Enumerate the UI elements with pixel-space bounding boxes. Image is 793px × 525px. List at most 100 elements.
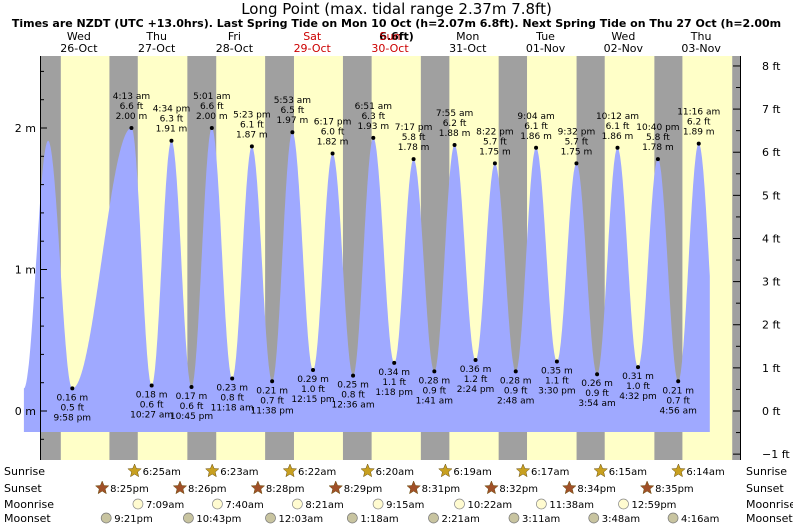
low-tide-time: 9:58 pm — [54, 413, 92, 423]
moonrise-icon — [372, 498, 384, 510]
high-tide-time: 6:17 pm — [314, 117, 352, 127]
low-tide-meters: 0.36 m — [460, 365, 492, 375]
right-tick-label: 3 ft — [762, 276, 781, 289]
moonset-time: 3:11am — [522, 514, 560, 525]
sunrise-icon — [671, 463, 686, 478]
high-tide-dot — [290, 130, 295, 135]
day-date: 31-Oct — [449, 42, 487, 55]
high-tide-feet: 5.8 ft — [402, 133, 426, 143]
day-date: 03-Nov — [681, 42, 721, 55]
sunset-time: 8:34pm — [577, 484, 616, 495]
moonset-time: 12:03am — [278, 514, 323, 525]
moonrise-icon — [618, 498, 629, 510]
low-tide-meters: 0.18 m — [136, 391, 168, 401]
high-tide-feet: 6.2 ft — [443, 119, 467, 129]
high-tide-dot — [129, 126, 134, 130]
tide-area — [23, 128, 710, 432]
sunrise-icon — [204, 463, 220, 478]
row-label-left: Moonrise — [4, 498, 54, 511]
day-date: 01-Nov — [526, 42, 566, 55]
low-tide-dot — [230, 376, 235, 381]
high-tide-meters: 1.78 m — [398, 143, 430, 153]
moonset-icon — [265, 512, 276, 524]
high-tide-meters: 1.86 m — [520, 132, 552, 142]
low-tide-time: 4:32 pm — [619, 392, 657, 402]
low-tide-feet: 0.6 ft — [180, 402, 204, 412]
high-tide-feet: 5.7 ft — [565, 137, 589, 147]
sunset-icon — [328, 480, 344, 495]
day-name: Mon — [456, 30, 479, 43]
sunrise-time: 6:14am — [686, 467, 724, 478]
sunrise-icon — [515, 463, 531, 478]
row-label-right: Moonrise — [746, 498, 793, 511]
high-tide-time: 5:01 am — [193, 92, 230, 102]
low-tide-time: 2:48 am — [497, 396, 534, 406]
low-tide-meters: 0.23 m — [216, 383, 248, 393]
high-tide-time: 9:32 pm — [558, 127, 596, 137]
low-tide-meters: 0.26 m — [581, 379, 613, 389]
moonset-time: 4:16am — [681, 514, 719, 525]
low-tide-dot — [473, 358, 478, 363]
high-tide-meters: 1.87 m — [236, 130, 268, 140]
low-tide-dot — [392, 360, 397, 365]
left-tick-label: 0 m — [15, 405, 36, 418]
high-tide-dot — [655, 157, 660, 162]
high-tide-feet: 6.6 ft — [200, 102, 224, 112]
day-name: Tue — [535, 30, 555, 43]
low-tide-dot — [636, 365, 641, 370]
high-tide-dot — [330, 151, 335, 156]
sunset-time: 8:32pm — [499, 484, 538, 495]
right-axis-line — [740, 56, 741, 460]
high-tide-dot — [696, 141, 701, 146]
high-tide-dot — [209, 126, 214, 130]
night-band — [732, 56, 740, 460]
day-date: 28-Oct — [216, 42, 254, 55]
sunset-icon — [250, 480, 266, 495]
sunset-time: 8:31pm — [422, 484, 461, 495]
high-tide-time: 8:22 pm — [476, 127, 514, 137]
high-tide-dot — [492, 161, 497, 166]
high-tide-feet: 6.6 ft — [120, 102, 144, 112]
sunrise-time: 6:25am — [143, 467, 181, 478]
day-name: Sat — [303, 30, 322, 43]
low-tide-dot — [270, 379, 275, 384]
sunset-icon — [639, 480, 655, 495]
right-tick-label: 0 ft — [762, 405, 781, 418]
low-tide-feet: 1.1 ft — [545, 376, 569, 386]
moonset-time: 3:48am — [602, 514, 640, 525]
row-label-right: Sunrise — [746, 465, 787, 478]
sunrise-time: 6:15am — [609, 467, 647, 478]
low-tide-meters: 0.21 m — [662, 386, 694, 396]
moonrise-time: 8:21am — [305, 500, 343, 511]
low-tide-dot — [595, 372, 600, 377]
low-tide-meters: 0.35 m — [541, 366, 573, 376]
moonset-icon — [588, 512, 600, 524]
sunset-time: 8:29pm — [344, 484, 383, 495]
right-tick-label: 5 ft — [762, 189, 781, 202]
high-tide-time: 9:04 am — [517, 112, 554, 122]
low-tide-dot — [351, 373, 356, 378]
low-tide-feet: 0.5 ft — [60, 403, 84, 413]
low-tide-feet: 0.8 ft — [341, 391, 365, 401]
tide-curve — [23, 128, 710, 432]
sunset-icon — [484, 480, 499, 495]
day-date: 27-Oct — [138, 42, 176, 55]
low-tide-time: 12:36 am — [332, 401, 375, 411]
low-tide-feet: 1.1 ft — [382, 378, 406, 388]
right-tick-label: 7 ft — [762, 103, 781, 116]
day-date: 29-Oct — [294, 42, 332, 55]
sunrise-icon — [593, 463, 609, 478]
low-tide-meters: 0.31 m — [622, 372, 654, 382]
low-tide-time: 12:15 pm — [291, 395, 334, 405]
high-tide-time: 7:55 am — [436, 109, 473, 119]
low-tide-feet: 0.7 ft — [666, 396, 690, 406]
moonrise-icon — [212, 498, 223, 510]
sunset-icon — [94, 480, 110, 495]
sunset-icon — [406, 480, 421, 495]
moonset-icon — [428, 512, 439, 524]
high-tide-time: 6:51 am — [355, 102, 392, 112]
row-label-right: Moonset — [746, 512, 793, 525]
low-tide-feet: 0.9 ft — [422, 386, 446, 396]
high-tide-dot — [574, 161, 579, 166]
